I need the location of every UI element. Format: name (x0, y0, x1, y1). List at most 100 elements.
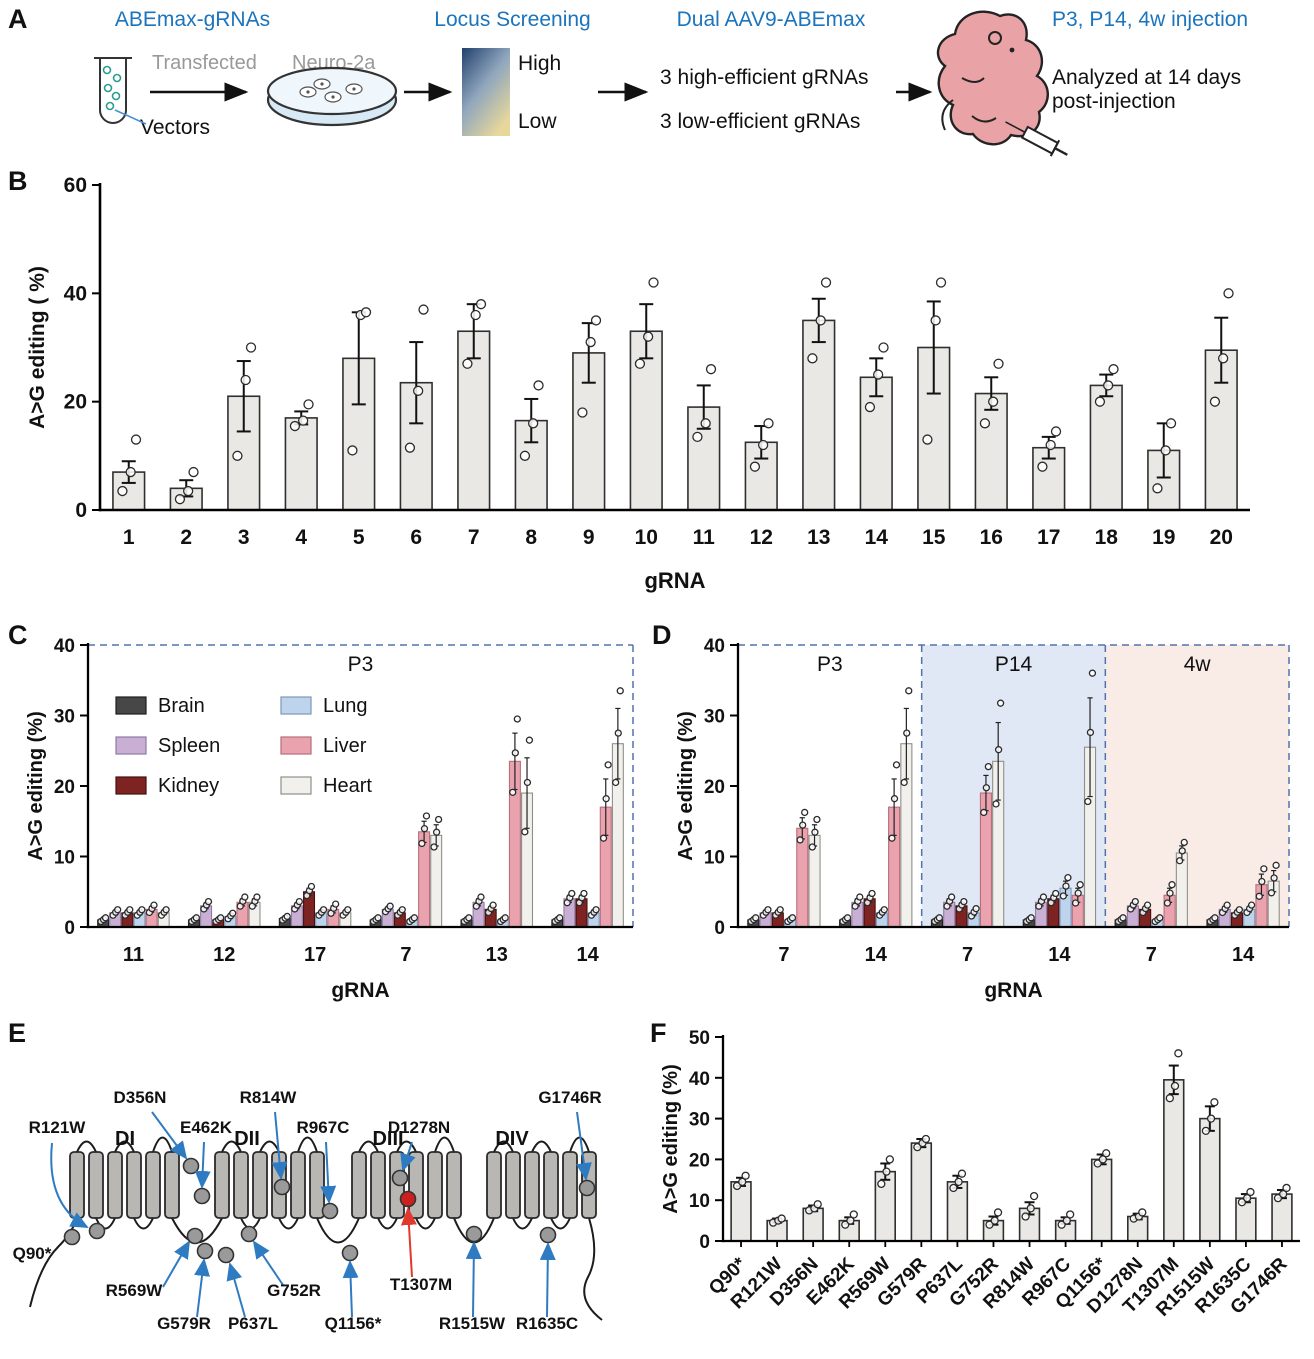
svg-text:gRNA: gRNA (644, 568, 705, 593)
svg-text:Heart: Heart (323, 775, 372, 797)
svg-text:14: 14 (865, 526, 889, 549)
svg-text:0: 0 (75, 499, 87, 522)
panel-c-chart: P3 0 10 20 30 40 11 12 17 7 13 14 gRNA A>G editing (%… (25, 636, 634, 1002)
svg-text:E462K: E462K (180, 1118, 233, 1137)
svg-text:30: 30 (704, 707, 725, 728)
svg-text:12: 12 (213, 944, 235, 966)
svg-text:14: 14 (1048, 944, 1071, 966)
panel-c-label: C (8, 620, 28, 650)
svg-text:DIII: DIII (372, 1128, 403, 1150)
svg-text:13: 13 (486, 944, 508, 966)
svg-text:0: 0 (699, 1232, 710, 1253)
bars-group (97, 687, 624, 928)
svg-text:14: 14 (576, 944, 599, 966)
svg-text:17: 17 (1037, 526, 1060, 549)
svg-text:10: 10 (704, 848, 725, 869)
svg-text:Liver: Liver (323, 735, 367, 757)
svg-text:0: 0 (714, 918, 725, 939)
svg-text:R1635C: R1635C (516, 1314, 578, 1333)
vectors-label: Vectors (140, 116, 211, 139)
bars-group (112, 277, 1238, 511)
svg-text:gRNA: gRNA (984, 979, 1042, 1002)
svg-text:4: 4 (295, 526, 307, 549)
panel-a-label: A (8, 4, 28, 34)
svg-text:20: 20 (704, 777, 725, 798)
svg-text:11: 11 (123, 944, 144, 966)
svg-text:DIV: DIV (495, 1128, 529, 1150)
svg-text:8: 8 (525, 526, 537, 549)
svg-text:7: 7 (1146, 944, 1157, 966)
svg-text:1: 1 (123, 526, 135, 549)
chart-D-content: P3 P14 4w 0 10 20 30 40 7 14 7 14 7 14 gRNA A>G editing… (675, 636, 1290, 1002)
svg-text:R569W: R569W (106, 1281, 164, 1300)
svg-text:40: 40 (64, 282, 87, 305)
svg-text:50: 50 (689, 1028, 710, 1049)
svg-text:30: 30 (689, 1110, 710, 1131)
svg-text:R814W: R814W (240, 1088, 298, 1107)
svg-text:14: 14 (1232, 944, 1255, 966)
svg-text:20: 20 (1210, 526, 1233, 549)
svg-text:40: 40 (689, 1069, 710, 1090)
high-efficient-line: 3 high-efficient gRNAs (660, 66, 869, 89)
svg-text:20: 20 (64, 391, 87, 414)
svg-text:6: 6 (410, 526, 422, 549)
svg-text:Q1156*: Q1156* (325, 1314, 382, 1333)
bars-group (730, 1049, 1293, 1242)
petri-dish-icon (266, 66, 398, 127)
panel-d-chart: P3 P14 4w 0 10 20 30 40 7 14 7 14 7 14 gRNA A>G editing… (675, 636, 1290, 1002)
svg-text:R1515W: R1515W (439, 1314, 506, 1333)
protein-topology: DI DII DIII DIV Q90* R121W D356N E462K R569W G579… (13, 1088, 603, 1333)
svg-text:R121W: R121W (29, 1118, 87, 1137)
svg-text:0: 0 (64, 918, 75, 939)
svg-text:A>G editing (%): A>G editing (%) (675, 711, 697, 860)
abemax-grnas-title: ABEmax-gRNAs (114, 8, 271, 31)
mouse-pup-icon (936, 10, 1068, 157)
injection-title: P3, P14, 4w injection (1052, 8, 1249, 31)
panel-d-label: D (652, 620, 672, 650)
svg-text:18: 18 (1095, 526, 1119, 549)
svg-text:5: 5 (353, 526, 365, 549)
svg-text:D356N: D356N (114, 1088, 167, 1107)
low-label: Low (518, 110, 557, 133)
svg-text:A>G editing ( %): A>G editing ( %) (26, 266, 49, 429)
panel-a-graphics (94, 10, 1068, 157)
dual-aav9-title: Dual AAV9-ABEmax (676, 8, 866, 31)
svg-text:60: 60 (64, 174, 87, 197)
svg-text:P637L: P637L (228, 1314, 278, 1333)
low-efficient-line: 3 low-efficient gRNAs (660, 110, 861, 133)
panel-e-protein-diagram: DI DII DIII DIV Q90* R121W D356N E462K R569W G579… (13, 1088, 603, 1333)
svg-text:20: 20 (54, 777, 75, 798)
svg-text:Kidney: Kidney (158, 775, 219, 797)
svg-text:10: 10 (635, 526, 658, 549)
syringe-icon (1005, 121, 1068, 157)
svg-text:A>G editing (%): A>G editing (%) (25, 711, 47, 860)
svg-text:T1307M: T1307M (390, 1275, 452, 1294)
svg-text:9: 9 (583, 526, 595, 549)
svg-text:Spleen: Spleen (158, 735, 220, 757)
svg-text:P3: P3 (348, 653, 374, 676)
svg-text:DII: DII (234, 1128, 260, 1150)
svg-text:A>G editing (%): A>G editing (%) (660, 1064, 682, 1213)
chart-C-content: P3 0 10 20 30 40 11 12 17 7 13 14 gRNA A>G editing (%… (25, 636, 634, 1002)
svg-text:Brain: Brain (158, 695, 205, 717)
svg-text:G579R: G579R (157, 1314, 211, 1333)
svg-text:14: 14 (865, 944, 888, 966)
svg-text:40: 40 (704, 636, 725, 657)
svg-text:P14: P14 (995, 653, 1033, 676)
efficiency-gradient-swatch (462, 48, 510, 136)
svg-text:7: 7 (962, 944, 973, 966)
svg-text:20: 20 (689, 1150, 710, 1171)
svg-text:7: 7 (778, 944, 789, 966)
svg-text:40: 40 (54, 636, 75, 657)
svg-text:3: 3 (238, 526, 250, 549)
svg-text:Lung: Lung (323, 695, 368, 717)
svg-text:15: 15 (922, 526, 946, 549)
svg-text:30: 30 (54, 707, 75, 728)
svg-text:G752R: G752R (267, 1281, 321, 1300)
svg-text:Q90*: Q90* (13, 1244, 52, 1263)
svg-text:gRNA: gRNA (331, 979, 389, 1002)
panel-e-label: E (8, 1018, 27, 1048)
